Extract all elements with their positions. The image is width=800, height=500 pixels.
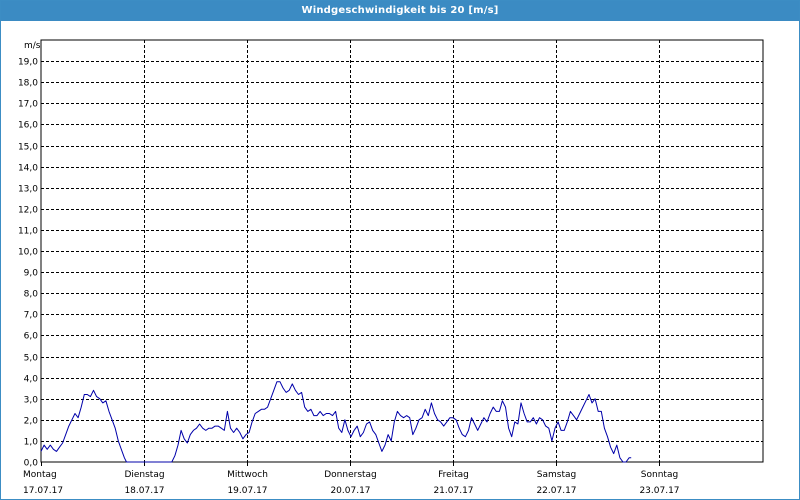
y-tick-label: 17,0 (18, 100, 38, 110)
y-tick-label: 14,0 (18, 164, 38, 174)
y-tick-label: 9,0 (24, 269, 39, 279)
y-tick-label: 19,0 (18, 58, 38, 68)
x-tick-date-label: 19.07.17 (227, 486, 267, 496)
y-tick-label: 18,0 (18, 79, 38, 89)
y-tick-label: 2,0 (24, 417, 39, 427)
y-tick-label: 4,0 (24, 375, 39, 385)
x-tick-date-label: 18.07.17 (124, 486, 164, 496)
y-tick-label: 8,0 (24, 290, 39, 300)
x-tick-day-label: Mittwoch (227, 470, 268, 480)
x-tick-day-label: Samstag (537, 470, 576, 480)
x-tick-day-label: Dienstag (124, 470, 164, 480)
x-tick-day-label: Freitag (438, 470, 469, 480)
grid-lines (41, 40, 763, 462)
y-tick-label: 16,0 (18, 121, 38, 131)
y-tick-label: 11,0 (18, 227, 38, 237)
x-tick-day-label: Montag (23, 470, 57, 480)
y-tick-label: 7,0 (24, 311, 39, 321)
x-tick-date-label: 17.07.17 (23, 486, 63, 496)
y-tick-label: 1,0 (24, 438, 39, 448)
series-line-windgeschwindigkeit (40, 381, 632, 463)
y-tick-label: 3,0 (24, 396, 39, 406)
y-tick-label: 6,0 (24, 332, 39, 342)
y-tick-label: 5,0 (24, 354, 39, 364)
x-tick-date-label: 20.07.17 (330, 486, 370, 496)
y-tick-label: 10,0 (18, 248, 38, 258)
x-tick-date-label: 21.07.17 (433, 486, 473, 496)
series-layer (40, 381, 632, 463)
y-tick-label: 12,0 (18, 206, 38, 216)
y-axis-unit-label: m/s (24, 41, 41, 51)
y-tick-label: 0,0 (24, 459, 39, 469)
y-tick-label: 13,0 (18, 185, 38, 195)
x-tick-date-label: 22.07.17 (536, 486, 576, 496)
x-tick-date-label: 23.07.17 (639, 486, 679, 496)
x-axis-ticks: Montag 17.07.17 Dienstag 18.07.17 Mittwoch 19… (23, 462, 680, 496)
x-tick-day-label: Sonntag (641, 470, 678, 480)
x-tick-day-label: Donnerstag (324, 470, 377, 480)
y-axis-ticks: 0,0 1,0 2,0 3,0 4,0 5,0 6,0 7,0 8,0 9,0 10,0 11,0 12… (18, 58, 38, 469)
y-tick-label: 15,0 (18, 143, 38, 153)
chart-title: Windgeschwindigkeit bis 20 [m/s] (1, 1, 799, 21)
